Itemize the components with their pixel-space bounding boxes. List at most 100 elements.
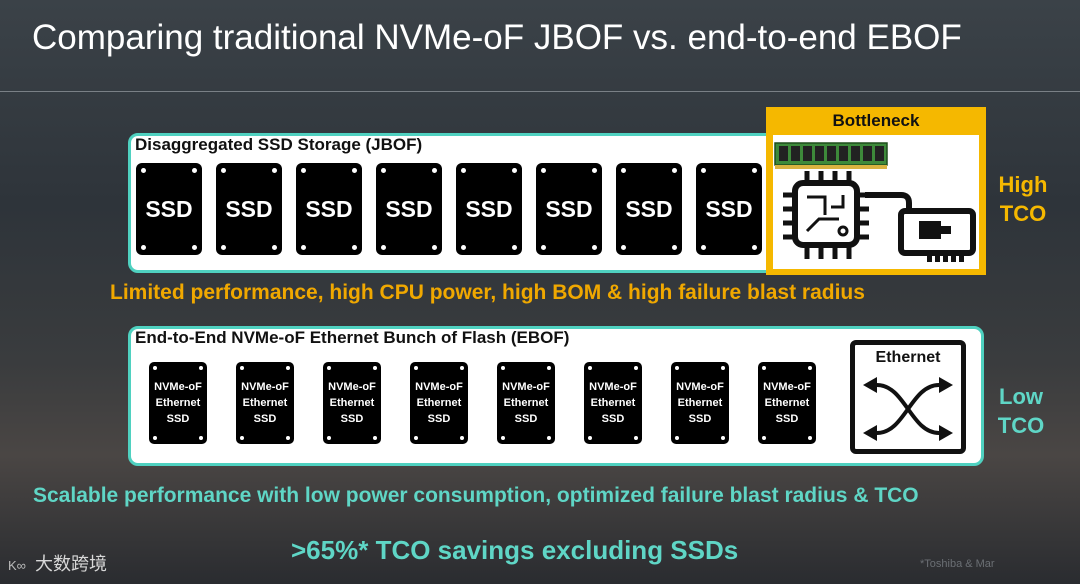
- screw-dot: [381, 168, 386, 173]
- screw-dot: [414, 436, 418, 440]
- screw-dot: [634, 366, 638, 370]
- screw-dot: [541, 245, 546, 250]
- screw-dot: [808, 366, 812, 370]
- nvme-ssd-label-line: SSD: [601, 413, 625, 425]
- screw-dot: [621, 245, 626, 250]
- nvme-ssd-label: NVMe-oF Ethernet SSD: [502, 379, 550, 427]
- savings-headline: >65%* TCO savings excluding SSDs: [291, 535, 739, 565]
- screw-dot: [192, 245, 197, 250]
- screw-dot: [432, 168, 437, 173]
- nvme-ssd-label: NVMe-oF Ethernet SSD: [241, 379, 289, 427]
- nvme-ssd-label-line: SSD: [166, 413, 190, 425]
- bottleneck-label: Bottleneck: [832, 111, 920, 130]
- nvme-ssd-label-line: NVMe-oF: [763, 381, 811, 393]
- nvme-ssd-label-line: SSD: [427, 413, 451, 425]
- screw-dot: [460, 366, 464, 370]
- screw-dot: [752, 168, 757, 173]
- low-tco-line1: Low: [999, 384, 1043, 409]
- screw-dot: [721, 436, 725, 440]
- ebof-panel-label: End-to-End NVMe-oF Ethernet Bunch of Fla…: [135, 328, 570, 347]
- screw-dot: [199, 366, 203, 370]
- screw-dot: [240, 436, 244, 440]
- nvme-ssd-label-line: Ethernet: [503, 397, 549, 409]
- nvme-ssd-label-line: SSD: [253, 413, 277, 425]
- ssd-drive: SSD: [216, 163, 282, 255]
- screw-dot: [501, 366, 505, 370]
- screw-dot: [153, 366, 157, 370]
- screw-dot: [301, 168, 306, 173]
- title-divider: [0, 91, 1080, 92]
- nvme-of-ethernet-ssd: NVMe-oF Ethernet SSD: [758, 362, 816, 444]
- ssd-drive: SSD: [376, 163, 442, 255]
- screw-dot: [762, 436, 766, 440]
- nvme-ssd-label-line: Ethernet: [764, 397, 810, 409]
- screw-dot: [512, 245, 517, 250]
- screw-dot: [588, 366, 592, 370]
- nvme-of-ethernet-ssd: NVMe-oF Ethernet SSD: [323, 362, 381, 444]
- nvme-of-ethernet-ssd: NVMe-oF Ethernet SSD: [410, 362, 468, 444]
- screw-dot: [327, 366, 331, 370]
- screw-dot: [301, 245, 306, 250]
- nvme-of-ethernet-ssd: NVMe-oF Ethernet SSD: [497, 362, 555, 444]
- ssd-label: SSD: [625, 195, 673, 222]
- nvme-ssd-label: NVMe-oF Ethernet SSD: [676, 379, 724, 427]
- nvme-of-ethernet-ssd: NVMe-oF Ethernet SSD: [236, 362, 294, 444]
- screw-dot: [547, 366, 551, 370]
- screw-dot: [141, 245, 146, 250]
- nvme-ssd-label-line: Ethernet: [677, 397, 723, 409]
- nvme-of-ethernet-ssd: NVMe-oF Ethernet SSD: [149, 362, 207, 444]
- slide-title: Comparing traditional NVMe-oF JBOF vs. e…: [32, 18, 962, 57]
- nvme-ssd-label-line: Ethernet: [416, 397, 462, 409]
- screw-dot: [621, 168, 626, 173]
- screw-dot: [512, 168, 517, 173]
- screw-dot: [672, 168, 677, 173]
- nvme-ssd-label: NVMe-oF Ethernet SSD: [154, 379, 202, 427]
- nvme-ssd-label-line: NVMe-oF: [328, 381, 376, 393]
- low-tco-line2: TCO: [997, 413, 1045, 438]
- server-components: [773, 135, 979, 269]
- cpu-chip-icon: [783, 171, 869, 259]
- screw-dot: [414, 366, 418, 370]
- ssd-label: SSD: [145, 195, 193, 222]
- memory-module-icon: [774, 142, 976, 262]
- ssd-drive: SSD: [536, 163, 602, 255]
- screw-dot: [221, 168, 226, 173]
- ssd-label: SSD: [385, 195, 433, 222]
- network-card-icon: [898, 208, 976, 262]
- ssd-label: SSD: [305, 195, 353, 222]
- ssd-drive: SSD: [616, 163, 682, 255]
- high-tco-line2: TCO: [999, 201, 1047, 226]
- screw-dot: [286, 366, 290, 370]
- high-tco-line1: High: [998, 172, 1048, 197]
- screw-dot: [592, 168, 597, 173]
- screw-dot: [592, 245, 597, 250]
- logo-icon: K∞: [8, 558, 26, 573]
- screw-dot: [272, 168, 277, 173]
- jbof-caption: Limited performance, high CPU power, hig…: [110, 281, 865, 304]
- screw-dot: [501, 436, 505, 440]
- screw-dot: [381, 245, 386, 250]
- nvme-ssd-label-line: SSD: [340, 413, 364, 425]
- screw-dot: [762, 366, 766, 370]
- ssd-label: SSD: [225, 195, 273, 222]
- ssd-drive: SSD: [296, 163, 362, 255]
- screw-dot: [373, 366, 377, 370]
- screw-dot: [675, 436, 679, 440]
- high-tco-label: High TCO: [992, 170, 1054, 228]
- nvme-ssd-label: NVMe-oF Ethernet SSD: [589, 379, 637, 427]
- screw-dot: [547, 436, 551, 440]
- screw-dot: [153, 436, 157, 440]
- nvme-ssd-label-line: Ethernet: [329, 397, 375, 409]
- watermark-logo: K∞ 大数跨境: [8, 550, 107, 576]
- screw-dot: [286, 436, 290, 440]
- screw-dot: [460, 436, 464, 440]
- nvme-ssd-label-line: Ethernet: [155, 397, 201, 409]
- nvme-ssd-label-line: NVMe-oF: [154, 381, 202, 393]
- screw-dot: [461, 245, 466, 250]
- screw-dot: [634, 436, 638, 440]
- screw-dot: [588, 436, 592, 440]
- screw-dot: [701, 168, 706, 173]
- watermark-text: 大数跨境: [34, 554, 107, 574]
- nvme-ssd-label: NVMe-oF Ethernet SSD: [415, 379, 463, 427]
- screw-dot: [192, 168, 197, 173]
